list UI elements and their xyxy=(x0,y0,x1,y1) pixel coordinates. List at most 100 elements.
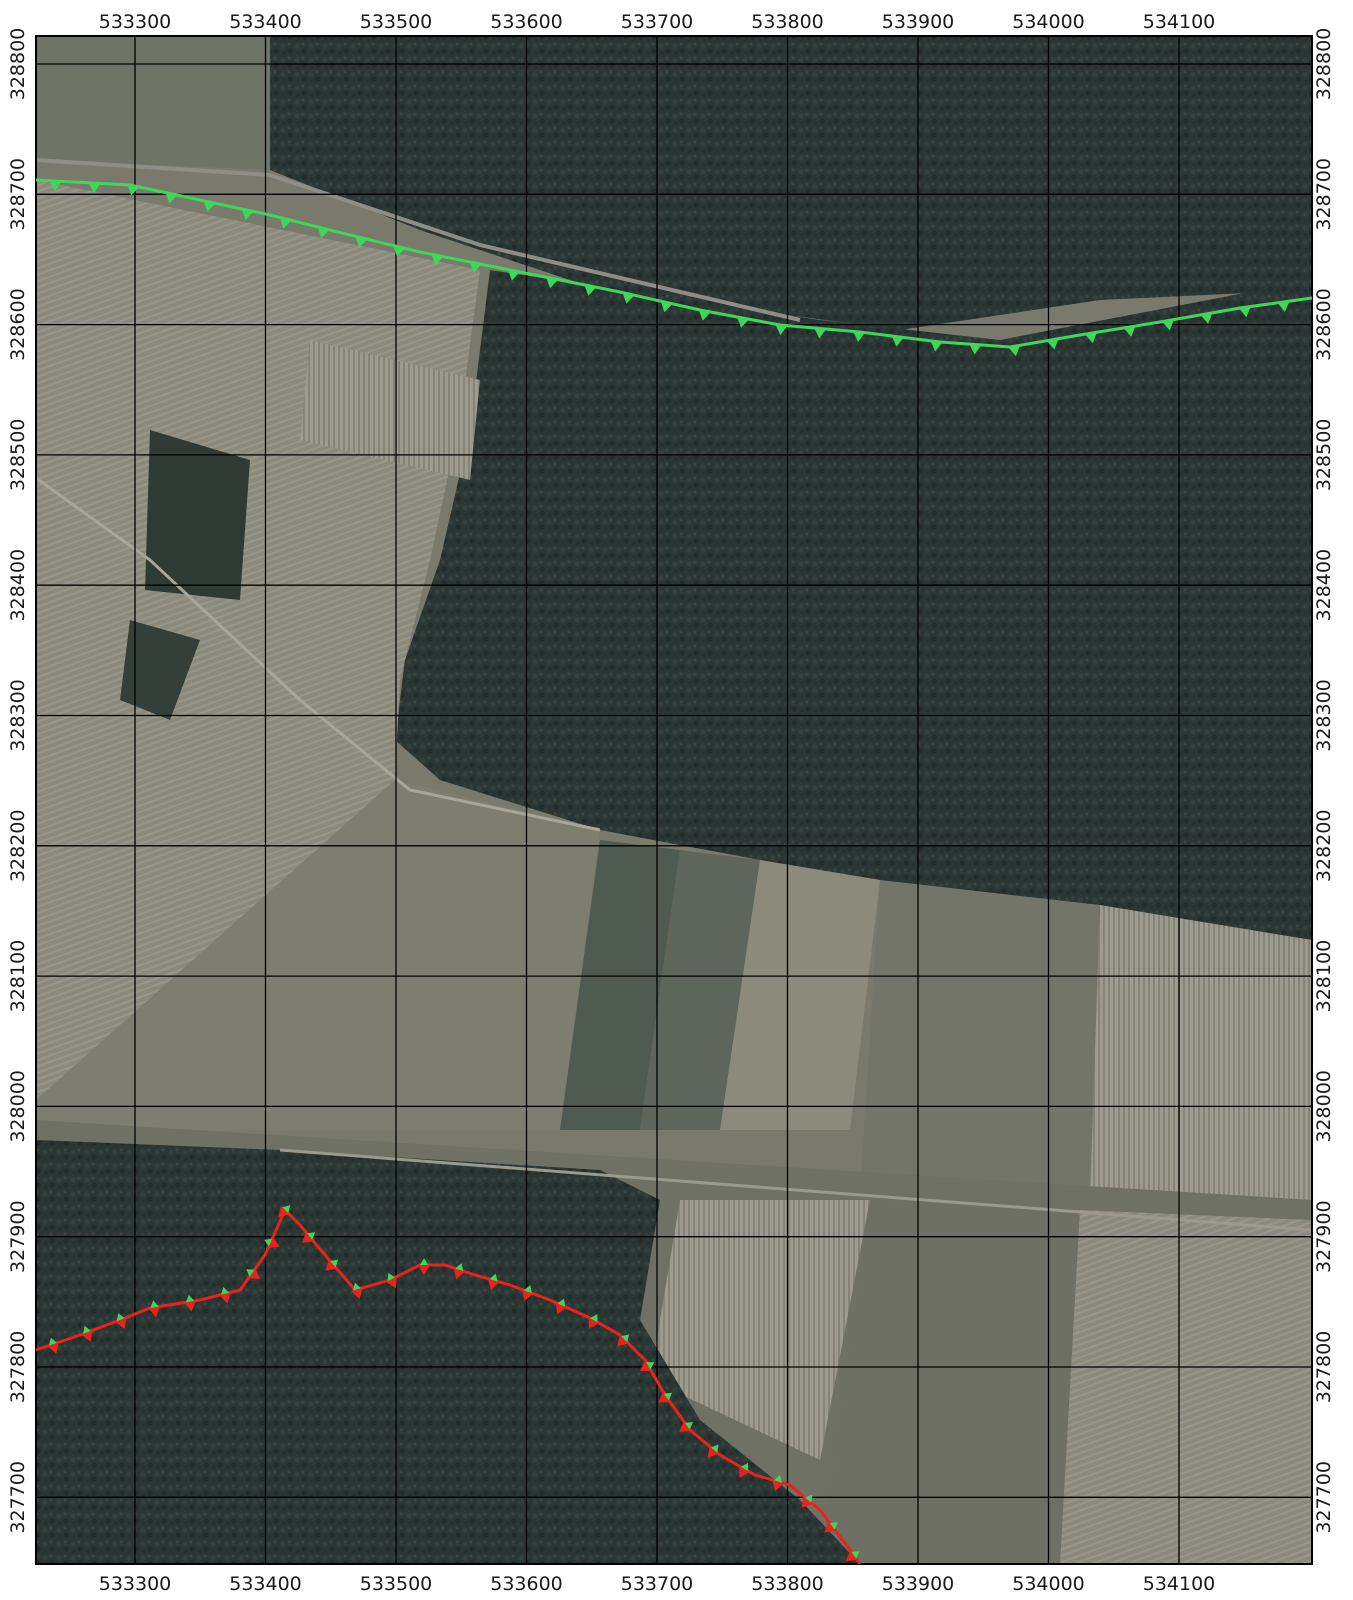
line-tick-mark xyxy=(737,316,749,328)
line-tick-mark xyxy=(739,1466,750,1478)
line-tick-mark xyxy=(264,1238,273,1247)
line-tick-mark xyxy=(150,1300,159,1308)
line-tick-mark xyxy=(248,1268,261,1280)
line-tick-mark xyxy=(646,1362,655,1370)
line-tick-mark xyxy=(801,1496,813,1508)
line-tick-mark xyxy=(83,1325,91,1334)
northing-label-right: 328500 xyxy=(1313,419,1335,492)
line-tick-mark xyxy=(127,184,140,196)
line-tick-mark xyxy=(1123,325,1136,337)
line-tick-mark xyxy=(660,301,673,313)
line-tick-mark xyxy=(522,1289,534,1302)
northing-label-right: 328000 xyxy=(1313,1070,1335,1143)
line-tick-mark xyxy=(679,1421,691,1432)
northing-label-right: 328400 xyxy=(1313,549,1335,622)
easting-labels-bottom: 533300 533400 533500 533600 533700 533800 5339… xyxy=(99,1573,1216,1595)
line-tick-mark xyxy=(969,344,982,355)
line-tick-mark xyxy=(355,236,368,248)
line-tick-mark xyxy=(1162,319,1174,331)
northing-label-left: 328500 xyxy=(7,419,29,492)
northing-label-left: 328100 xyxy=(7,940,29,1013)
line-tick-mark xyxy=(555,1302,567,1315)
line-tick-mark xyxy=(47,1342,59,1354)
easting-label-bottom: 533600 xyxy=(490,1573,563,1595)
line-tick-mark xyxy=(221,1286,230,1295)
line-tick-mark xyxy=(386,1276,397,1289)
line-tick-mark xyxy=(1277,301,1290,312)
line-tick-mark xyxy=(325,1259,337,1271)
easting-labels-top: 533300 533400 533500 533600 533700 533800 5339… xyxy=(99,11,1216,33)
northing-labels-left: 328800 328700 328600 328500 328400 328300 3282… xyxy=(7,28,29,1534)
line-tick-mark xyxy=(814,327,827,339)
easting-label-bottom: 533500 xyxy=(360,1573,433,1595)
line-tick-mark xyxy=(507,269,520,281)
red-line-ticks xyxy=(47,1205,860,1562)
line-tick-mark xyxy=(775,324,788,336)
line-tick-mark xyxy=(453,1267,465,1280)
line-tick-mark xyxy=(740,1462,749,1472)
easting-label-top: 533800 xyxy=(751,11,824,33)
line-tick-mark xyxy=(707,1446,719,1458)
line-tick-mark xyxy=(49,1337,58,1346)
line-tick-mark xyxy=(622,292,635,304)
line-tick-mark xyxy=(489,1273,498,1282)
easting-label-top: 533600 xyxy=(490,11,563,33)
line-tick-mark xyxy=(891,335,904,347)
line-tick-mark xyxy=(804,1494,813,1503)
northing-label-left: 328400 xyxy=(7,549,29,622)
line-tick-mark xyxy=(241,208,254,220)
aerial-imagery xyxy=(36,36,1312,1564)
northing-label-left: 328700 xyxy=(7,158,29,231)
easting-label-bottom: 534000 xyxy=(1012,1573,1085,1595)
easting-label-bottom: 533700 xyxy=(621,1573,694,1595)
coordinate-grid xyxy=(36,36,1312,1564)
easting-label-top: 534100 xyxy=(1143,11,1216,33)
line-tick-mark xyxy=(588,1317,600,1329)
line-tick-mark xyxy=(278,1206,290,1218)
line-tick-mark xyxy=(684,1422,693,1430)
northing-label-right: 328800 xyxy=(1313,28,1335,101)
line-tick-mark xyxy=(115,1317,127,1329)
northing-label-left: 328600 xyxy=(7,288,29,361)
red-boundary-line xyxy=(36,1205,862,1564)
line-tick-mark xyxy=(282,1205,291,1214)
line-tick-mark xyxy=(352,1282,361,1291)
easting-label-top: 533400 xyxy=(229,11,302,33)
line-tick-mark xyxy=(1085,332,1097,344)
northing-label-right: 327700 xyxy=(1313,1461,1335,1534)
easting-label-top: 533500 xyxy=(360,11,433,33)
easting-label-top: 533300 xyxy=(99,11,172,33)
line-tick-mark xyxy=(698,309,711,321)
line-tick-mark xyxy=(330,1259,339,1268)
line-tick-mark xyxy=(393,245,406,257)
line-tick-mark xyxy=(317,226,330,239)
easting-label-bottom: 534100 xyxy=(1143,1573,1216,1595)
line-tick-mark xyxy=(302,1232,314,1244)
line-tick-mark xyxy=(1008,345,1021,357)
northing-label-left: 327800 xyxy=(7,1331,29,1404)
northing-label-left: 328800 xyxy=(7,28,29,101)
northing-label-left: 328000 xyxy=(7,1070,29,1143)
easting-label-top: 534000 xyxy=(1012,11,1085,33)
northing-label-right: 328600 xyxy=(1313,288,1335,361)
northing-labels-right: 328800 328700 328600 328500 328400 328300 3282… xyxy=(1313,28,1335,1534)
northing-label-right: 327800 xyxy=(1313,1331,1335,1404)
line-tick-mark xyxy=(1046,338,1059,350)
line-tick-mark xyxy=(185,1294,195,1303)
line-tick-mark xyxy=(546,277,558,289)
line-tick-mark xyxy=(351,1287,363,1300)
line-tick-mark xyxy=(88,182,101,194)
green-boundary-line xyxy=(36,178,1312,357)
line-tick-mark xyxy=(824,1521,836,1533)
northing-label-right: 328300 xyxy=(1313,679,1335,752)
line-tick-mark xyxy=(1238,306,1251,318)
easting-label-bottom: 533300 xyxy=(99,1573,172,1595)
northing-label-right: 328700 xyxy=(1313,158,1335,231)
northing-label-left: 328300 xyxy=(7,679,29,752)
green-line-ticks xyxy=(49,180,1290,357)
line-tick-mark xyxy=(219,1292,231,1304)
line-tick-mark xyxy=(279,217,292,229)
line-tick-mark xyxy=(148,1306,161,1318)
line-tick-mark xyxy=(617,1334,629,1347)
